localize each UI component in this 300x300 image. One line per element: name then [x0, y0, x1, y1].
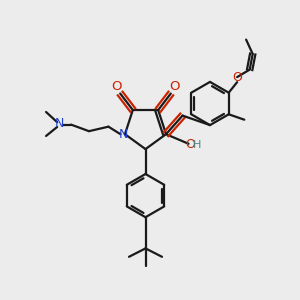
Text: H: H — [194, 140, 202, 150]
Text: O: O — [111, 80, 122, 93]
Text: N: N — [55, 118, 64, 130]
Text: N: N — [119, 128, 128, 141]
Text: O: O — [169, 80, 180, 93]
Text: O: O — [185, 138, 195, 151]
Text: O: O — [232, 70, 242, 84]
